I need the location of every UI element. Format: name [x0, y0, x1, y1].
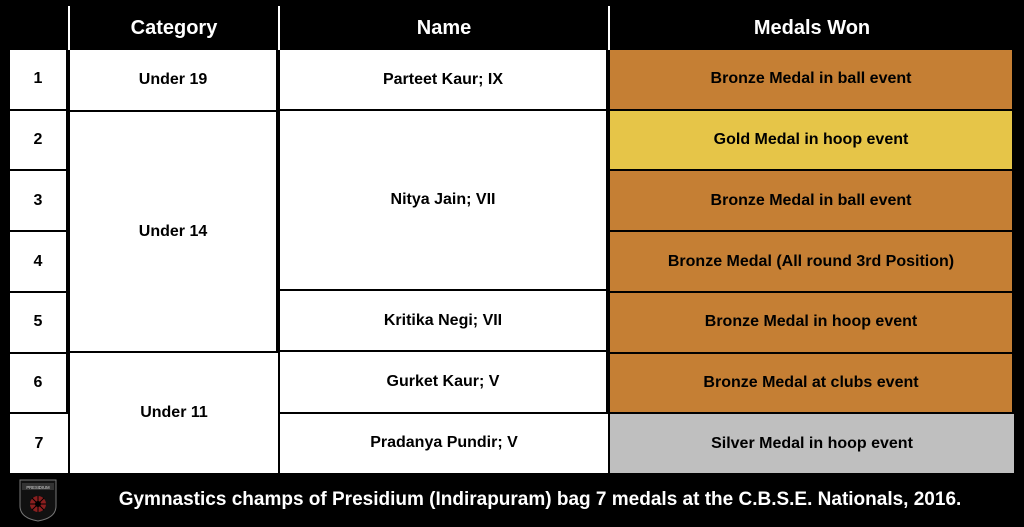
footer-bar: PRESIDIUM Gymnastics champs of Presidium… — [0, 473, 1024, 527]
row-index: 4 — [10, 230, 68, 291]
row-index: 7 — [10, 412, 68, 473]
name-cell: Gurket Kaur; V — [280, 350, 608, 411]
category-cell: Under 19 — [70, 50, 278, 110]
medal-cell: Bronze Medal in ball event — [610, 50, 1014, 109]
row-index: 1 — [10, 50, 68, 109]
medal-cell: Silver Medal in hoop event — [610, 412, 1014, 473]
medals-table: Category Name Medals Won 1234567 Under 19… — [0, 0, 1024, 473]
table-header-row: Category Name Medals Won — [10, 6, 1014, 50]
medal-cell: Bronze Medal in ball event — [610, 169, 1014, 230]
header-name: Name — [280, 6, 610, 50]
row-index: 3 — [10, 169, 68, 230]
name-cell: Kritika Negi; VII — [280, 289, 608, 350]
name-cell: Parteet Kaur; IX — [280, 50, 608, 109]
header-medals: Medals Won — [610, 6, 1014, 50]
category-cell: Under 14 — [70, 110, 278, 351]
row-index: 5 — [10, 291, 68, 352]
header-index — [10, 6, 70, 50]
name-cell: Nitya Jain; VII — [280, 109, 608, 289]
medal-cell: Bronze Medal (All round 3rd Position) — [610, 230, 1014, 291]
header-category: Category — [70, 6, 280, 50]
category-cell: Under 11 — [70, 351, 278, 473]
presidium-logo-icon: PRESIDIUM — [18, 478, 58, 522]
medal-cell: Bronze Medal at clubs event — [610, 352, 1014, 413]
table-body: 1234567 Under 19Under 14Under 11 Parteet K… — [10, 50, 1014, 473]
medal-cell: Gold Medal in hoop event — [610, 109, 1014, 170]
medal-cell: Bronze Medal in hoop event — [610, 291, 1014, 352]
footer-caption: Gymnastics champs of Presidium (Indirapu… — [74, 489, 1006, 511]
logo-text: PRESIDIUM — [26, 485, 50, 490]
name-cell: Pradanya Pundir; V — [280, 412, 608, 473]
row-index: 6 — [10, 352, 68, 413]
row-index: 2 — [10, 109, 68, 170]
